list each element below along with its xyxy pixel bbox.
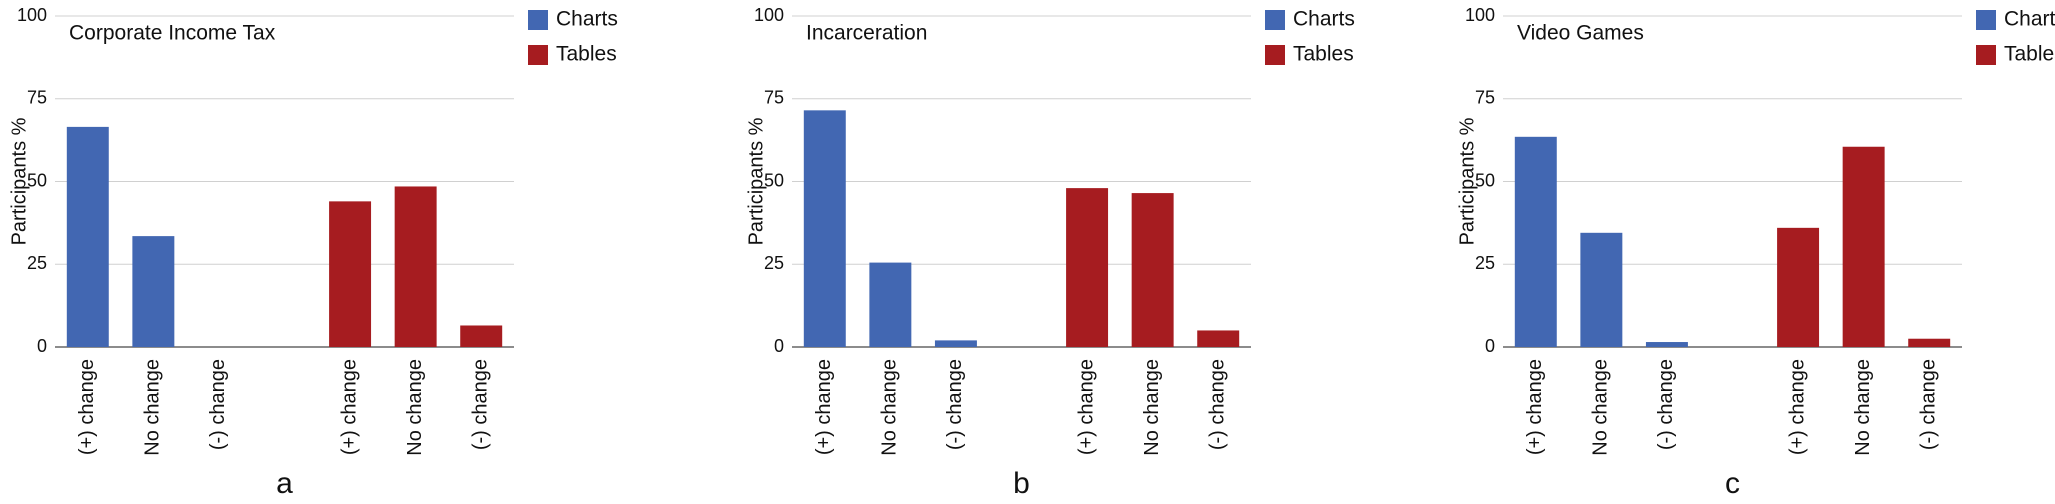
y-tick-label: 25 [1475,253,1495,273]
bar [1580,232,1623,347]
panel-label: b [1013,467,1030,500]
bar [132,236,175,347]
y-tick-label: 25 [27,253,47,273]
x-tick-label: (+) change [1524,359,1546,455]
bar [1645,342,1688,347]
y-tick-label: 50 [764,170,784,190]
x-tick-label: (-) change [1655,359,1677,450]
bar [1131,193,1174,347]
legend-swatch [1265,45,1285,65]
y-tick-label: 0 [1485,336,1495,356]
y-axis-label: Participants % [745,117,767,245]
x-tick-label: No change [142,359,164,456]
x-tick-label: (-) change [469,359,491,450]
legend-swatch [528,10,548,30]
y-tick-label: 0 [774,336,784,356]
legend-label: Tables [2004,43,2055,66]
chart-panel: 0 25 50 75 100 Video Games Participants % c (+) … [1456,5,2055,500]
bar [1066,188,1109,347]
y-tick-label: 75 [27,88,47,108]
chart-title: Video Games [1517,22,1644,45]
bar [1197,330,1240,347]
bar [934,340,977,347]
chart-title: Incarceration [806,22,927,45]
bar [1777,227,1820,347]
legend-swatch [528,45,548,65]
chart-title: Corporate Income Tax [69,22,276,45]
x-tick-label: (-) change [1917,359,1939,450]
y-tick-label: 100 [17,5,47,25]
chart-panel: 0 25 50 75 100 Incarceration Participants % b (+… [745,5,1355,500]
x-tick-label: (+) change [1075,359,1097,455]
y-tick-label: 50 [27,170,47,190]
bar [329,201,372,347]
legend-label: Charts [1293,8,1355,31]
x-tick-label: No change [404,359,426,456]
y-tick-label: 75 [764,88,784,108]
x-tick-label: No change [1852,359,1874,456]
bar [1842,146,1885,347]
y-tick-label: 25 [764,253,784,273]
x-tick-label: (+) change [1786,359,1808,455]
bar [869,262,912,347]
bar [1908,338,1951,347]
x-tick-label: No change [879,359,901,456]
x-tick-label: (+) change [338,359,360,455]
x-tick-label: (-) change [944,359,966,450]
bar [803,110,846,348]
x-tick-label: (+) change [76,359,98,455]
x-tick-label: (-) change [1206,359,1228,450]
bar [66,126,109,347]
bar [460,325,503,347]
legend-swatch [1976,10,1996,30]
x-tick-label: (+) change [813,359,835,455]
legend-swatch [1265,10,1285,30]
x-tick-label: (-) change [207,359,229,450]
legend-swatch [1976,45,1996,65]
panel-label: c [1725,467,1740,500]
bar [394,186,437,347]
legend-label: Charts [556,8,618,31]
y-axis-label: Participants % [1456,117,1478,245]
y-axis-label: Participants % [8,117,30,245]
legend-label: Charts [2004,8,2055,31]
panel-label: a [276,467,293,500]
legend-label: Tables [1293,43,1354,66]
x-tick-label: No change [1141,359,1163,456]
y-tick-label: 100 [754,5,784,25]
chart-panel: 0 25 50 75 100 Corporate Income Tax Participan… [8,5,618,500]
bar [1514,136,1557,347]
y-tick-label: 75 [1475,88,1495,108]
y-tick-label: 0 [37,336,47,356]
y-tick-label: 100 [1465,5,1495,25]
y-tick-label: 50 [1475,170,1495,190]
x-tick-label: No change [1590,359,1612,456]
legend-label: Tables [556,43,617,66]
